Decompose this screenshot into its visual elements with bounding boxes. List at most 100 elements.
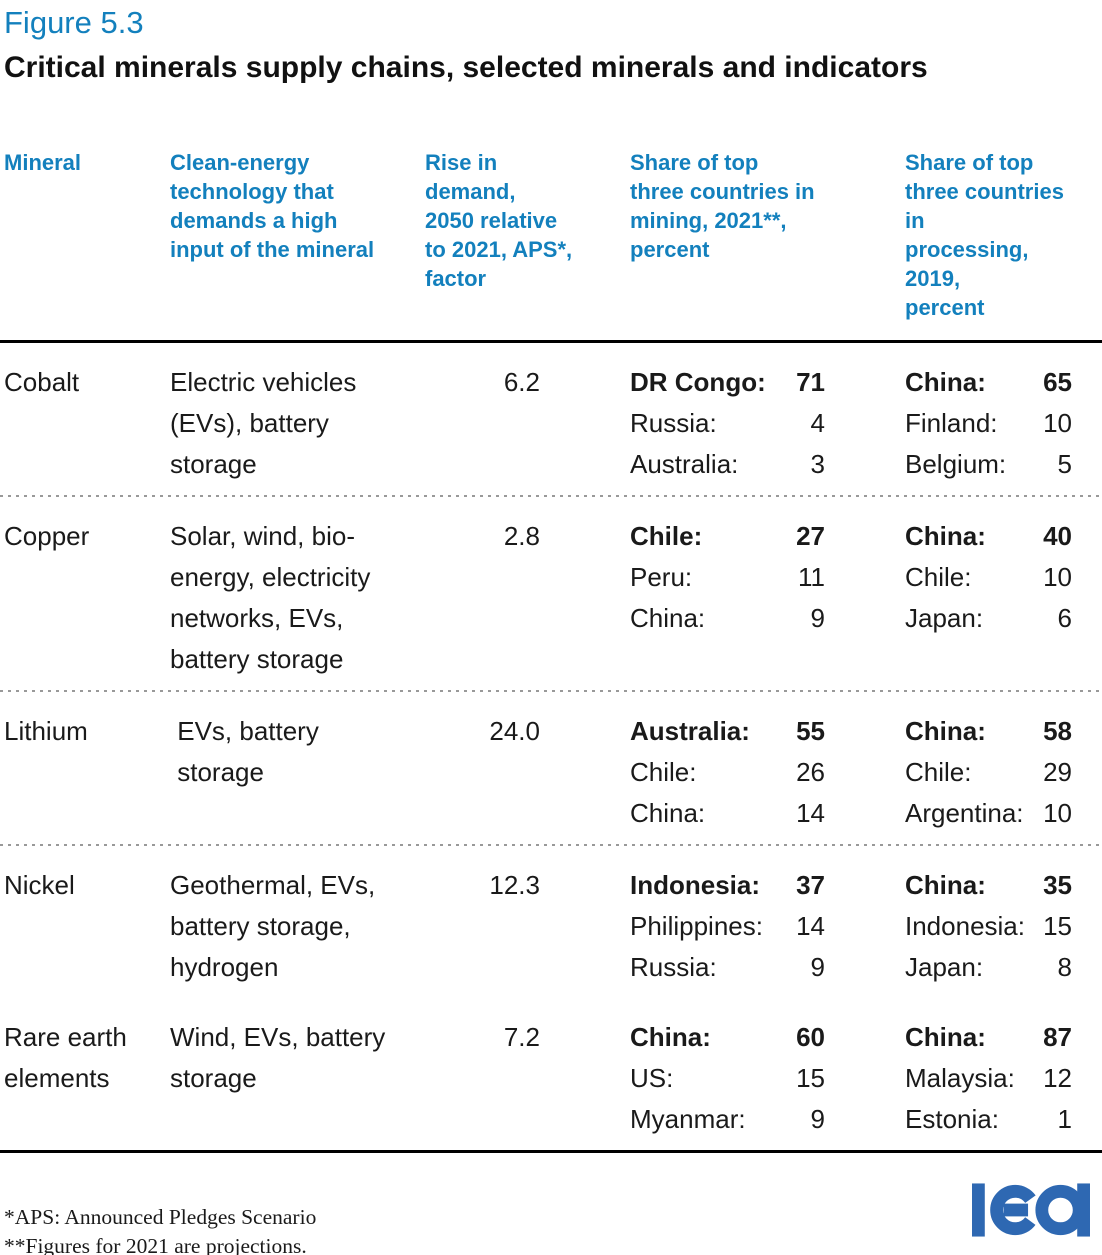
share-value: 55 <box>796 716 825 746</box>
table-top-border <box>0 340 1102 343</box>
share-line: China: 87 <box>905 1017 1072 1058</box>
country-label: Peru: <box>630 562 693 592</box>
row-separator <box>0 495 1102 497</box>
mining-shares: China: 60 US: 15 Myanmar: 9 <box>592 1017 825 1140</box>
share-value: 27 <box>796 521 825 551</box>
share-line: Russia: 9 <box>630 947 825 988</box>
share-value: 14 <box>796 798 825 828</box>
share-value: 14 <box>796 911 825 941</box>
share-value: 9 <box>810 952 825 982</box>
row-separator <box>0 690 1102 692</box>
processing-shares: China: 65 Finland: 10 Belgium: 5 <box>825 362 1072 485</box>
table-row-cobalt: Cobalt Electric vehicles (EVs), battery … <box>4 343 1072 495</box>
processing-shares: China: 35 Indonesia: 15 Japan: 8 <box>825 865 1072 988</box>
share-line: Chile: 10 <box>905 557 1072 598</box>
share-value: 11 <box>798 562 825 592</box>
share-line: China: 65 <box>905 362 1072 403</box>
technology-cell: Solar, wind, bio- energy, electricity ne… <box>170 521 371 674</box>
share-value: 58 <box>1043 716 1072 746</box>
share-value: 8 <box>1057 952 1072 982</box>
share-line: China: 60 <box>630 1017 825 1058</box>
share-line: China: 14 <box>630 793 825 834</box>
share-value: 87 <box>1043 1022 1072 1052</box>
country-label: China: <box>905 716 986 746</box>
country-label: Chile: <box>630 757 697 787</box>
country-label: Indonesia: <box>630 870 761 900</box>
share-value: 26 <box>796 757 825 787</box>
technology-cell: Wind, EVs, battery storage <box>170 1022 386 1093</box>
country-label: Chile: <box>905 757 972 787</box>
share-line: Russia: 4 <box>630 403 825 444</box>
demand-factor: 24.0 <box>489 716 540 746</box>
technology-cell: Electric vehicles (EVs), battery storage <box>170 367 357 479</box>
table-bottom-border <box>0 1150 1102 1153</box>
country-label: Estonia: <box>905 1104 999 1134</box>
share-line: Chile: 29 <box>905 752 1072 793</box>
share-value: 15 <box>796 1063 825 1093</box>
demand-factor: 12.3 <box>489 870 540 900</box>
column-header-technology: Clean-energy technology that demands a h… <box>170 150 375 262</box>
column-header-processing: Share of top three countries in processi… <box>905 150 1064 320</box>
country-label: China: <box>630 603 706 633</box>
share-value: 10 <box>1043 798 1072 828</box>
country-label: DR Congo: <box>630 367 766 397</box>
country-label: Myanmar: <box>630 1104 746 1134</box>
country-label: Belgium: <box>905 449 1007 479</box>
table-row-lithium: Lithium EVs, battery storage 24.0 Austra… <box>4 692 1072 844</box>
share-value: 9 <box>810 603 825 633</box>
country-label: China: <box>905 870 986 900</box>
share-value: 29 <box>1043 757 1072 787</box>
share-line: Philippines: 14 <box>630 906 825 947</box>
share-line: Chile: 27 <box>630 516 825 557</box>
country-label: Chile: <box>905 562 972 592</box>
country-label: US: <box>630 1063 674 1093</box>
share-line: Argentina: 10 <box>905 793 1072 834</box>
mineral-name: Lithium <box>4 716 88 746</box>
country-label: Argentina: <box>905 798 1024 828</box>
country-label: Japan: <box>905 603 984 633</box>
share-value: 40 <box>1043 521 1072 551</box>
country-label: Malaysia: <box>905 1063 1015 1093</box>
footnote-aps: *APS: Announced Pledges Scenario <box>4 1205 317 1229</box>
share-line: Finland: 10 <box>905 403 1072 444</box>
row-separator <box>0 844 1102 846</box>
share-value: 9 <box>810 1104 825 1134</box>
country-label: Japan: <box>905 952 984 982</box>
share-line: Australia: 55 <box>630 711 825 752</box>
share-line: China: 9 <box>630 598 825 639</box>
share-value: 12 <box>1043 1063 1072 1093</box>
country-label: China: <box>905 521 986 551</box>
processing-shares: China: 87 Malaysia: 12 Estonia: 1 <box>825 1017 1072 1140</box>
table-row-rare-earth: Rare earth elements Wind, EVs, battery s… <box>4 998 1072 1150</box>
processing-shares: China: 58 Chile: 29 Argentina: 10 <box>825 711 1072 834</box>
share-line: China: 40 <box>905 516 1072 557</box>
country-label: Philippines: <box>630 911 763 941</box>
share-line: Myanmar: 9 <box>630 1099 825 1140</box>
share-value: 5 <box>1057 449 1072 479</box>
country-label: Australia: <box>630 449 739 479</box>
column-header-demand: Rise in demand, 2050 relative to 2021, A… <box>425 150 573 291</box>
share-value: 3 <box>810 449 825 479</box>
share-line: China: 58 <box>905 711 1072 752</box>
share-line: Chile: 26 <box>630 752 825 793</box>
share-line: Estonia: 1 <box>905 1099 1072 1140</box>
share-line: Australia: 3 <box>630 444 825 485</box>
mining-shares: Indonesia: 37 Philippines: 14 Russia: 9 <box>592 865 825 988</box>
figure-title: Critical minerals supply chains, selecte… <box>4 51 928 84</box>
table-row-copper: Copper Solar, wind, bio- energy, electri… <box>4 497 1072 690</box>
country-label: Russia: <box>630 952 717 982</box>
share-line: Japan: 8 <box>905 947 1072 988</box>
country-label: Russia: <box>630 408 717 438</box>
share-value: 60 <box>796 1022 825 1052</box>
demand-factor: 2.8 <box>503 521 540 551</box>
mineral-name: Copper <box>4 521 90 551</box>
share-line: US: 15 <box>630 1058 825 1099</box>
column-header-mining: Share of top three countries in mining, … <box>630 150 815 262</box>
share-value: 1 <box>1057 1104 1072 1134</box>
demand-factor: 6.2 <box>503 367 540 397</box>
share-line: Belgium: 5 <box>905 444 1072 485</box>
country-label: Chile: <box>630 521 703 551</box>
mineral-name: Nickel <box>4 870 75 900</box>
share-line: DR Congo: 71 <box>630 362 825 403</box>
country-label: China: <box>630 798 706 828</box>
